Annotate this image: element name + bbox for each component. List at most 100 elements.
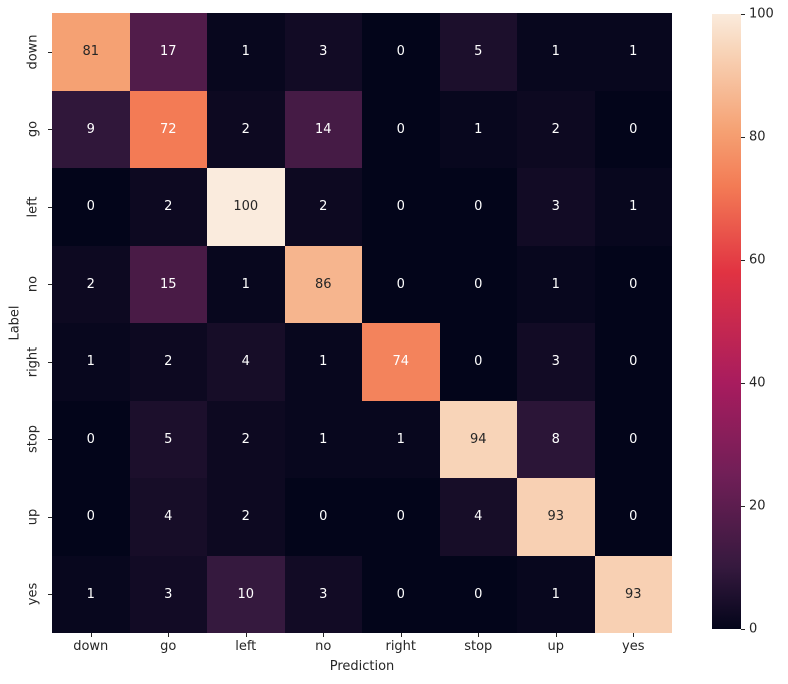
y-tick-mark: [48, 206, 52, 208]
x-tick-label: right: [385, 639, 417, 654]
cell-value: 1: [86, 354, 95, 370]
colorbar-tick-label: 20: [749, 498, 766, 514]
cell-value: 0: [86, 509, 95, 525]
cell-value: 0: [629, 354, 638, 370]
x-tick-label: yes: [622, 639, 645, 654]
heatmap-cell: 0: [594, 90, 672, 168]
colorbar-tick-label: 60: [749, 252, 766, 268]
y-tick-label: left: [25, 196, 41, 218]
cell-value: 2: [319, 199, 328, 215]
cell-value: 4: [241, 354, 250, 370]
cell-value: 0: [396, 44, 405, 60]
x-tick-mark: [555, 633, 557, 637]
cell-value: 1: [241, 276, 250, 292]
cell-value: 1: [629, 44, 638, 60]
x-tick-label: go: [160, 639, 177, 654]
cell-value: 1: [86, 586, 95, 602]
cell-value: 0: [319, 509, 328, 525]
x-tick-label: up: [547, 639, 565, 654]
heatmap-cell: 0: [594, 400, 672, 478]
y-tick-label: stop: [25, 425, 41, 454]
cell-value: 10: [237, 586, 255, 602]
cell-value: 94: [469, 431, 487, 447]
cell-value: 0: [86, 431, 95, 447]
cell-value: 0: [474, 199, 483, 215]
cell-value: 0: [474, 586, 483, 602]
heatmap-cell: 0: [439, 245, 517, 323]
y-tick-label: go: [25, 121, 41, 138]
heatmap-cell: 3: [517, 168, 595, 246]
cell-value: 0: [629, 121, 638, 137]
y-tick-mark: [48, 284, 52, 286]
y-tick-mark: [48, 361, 52, 363]
heatmap-cell: 2: [517, 90, 595, 168]
heatmap-cell: 4: [129, 478, 207, 556]
x-tick-mark: [400, 633, 402, 637]
heatmap-cell: 2: [129, 168, 207, 246]
y-tick-label: right: [25, 346, 41, 378]
heatmap-cell: 0: [439, 555, 517, 633]
cell-value: 3: [319, 586, 328, 602]
heatmap-cell: 2: [207, 90, 285, 168]
cell-value: 72: [159, 121, 177, 137]
cell-value: 0: [396, 121, 405, 137]
heatmap-cell: 3: [284, 13, 362, 91]
cell-value: 93: [547, 509, 565, 525]
heatmap-cell: 8: [517, 400, 595, 478]
heatmap-cell: 0: [52, 168, 130, 246]
cell-value: 1: [241, 44, 250, 60]
heatmap-cell: 4: [439, 478, 517, 556]
cell-value: 1: [319, 354, 328, 370]
y-tick-label: yes: [25, 583, 41, 606]
cell-value: 1: [551, 276, 560, 292]
heatmap-cell: 5: [439, 13, 517, 91]
cell-value: 0: [629, 431, 638, 447]
heatmap-cell: 2: [207, 478, 285, 556]
cell-value: 2: [164, 199, 173, 215]
cell-value: 81: [82, 44, 100, 60]
heatmap-cell: 94: [439, 400, 517, 478]
heatmap-cell: 86: [284, 245, 362, 323]
cell-value: 0: [629, 276, 638, 292]
heatmap-cell: 0: [362, 555, 440, 633]
cell-value: 4: [164, 509, 173, 525]
heatmap-cell: 81: [52, 13, 130, 91]
cell-value: 14: [314, 121, 332, 137]
cell-value: 8: [551, 431, 560, 447]
heatmap-cell: 10: [207, 555, 285, 633]
colorbar-tick-label: 0: [749, 621, 758, 637]
y-tick-label: down: [25, 34, 41, 70]
colorbar-tick-mark: [741, 629, 745, 630]
cell-value: 1: [474, 121, 483, 137]
heatmap-cell: 2: [207, 400, 285, 478]
cell-value: 1: [551, 586, 560, 602]
cell-value: 0: [474, 276, 483, 292]
heatmap-cell: 0: [594, 478, 672, 556]
heatmap-cell: 0: [439, 168, 517, 246]
cell-value: 1: [551, 44, 560, 60]
cell-value: 0: [396, 586, 405, 602]
heatmap-cell: 0: [362, 13, 440, 91]
colorbar-tick-label: 100: [749, 6, 774, 22]
heatmap-cell: 9: [52, 90, 130, 168]
cell-value: 2: [241, 509, 250, 525]
colorbar-tick-label: 80: [749, 129, 766, 145]
heatmap-cell: 1: [439, 90, 517, 168]
x-tick-mark: [90, 633, 92, 637]
heatmap-cell: 2: [284, 168, 362, 246]
cell-value: 17: [159, 44, 177, 60]
y-tick-mark: [48, 51, 52, 53]
cell-value: 3: [551, 199, 560, 215]
cell-value: 0: [629, 509, 638, 525]
heatmap-cell: 3: [517, 323, 595, 401]
heatmap-cell: 0: [284, 478, 362, 556]
x-tick-mark: [323, 633, 325, 637]
x-tick-mark: [633, 633, 635, 637]
cell-value: 100: [233, 199, 259, 215]
y-tick-label: up: [25, 508, 41, 526]
heatmap-cell: 17: [129, 13, 207, 91]
heatmap-cell: 0: [52, 478, 130, 556]
colorbar: [712, 14, 741, 629]
colorbar-tick-mark: [741, 137, 745, 138]
x-tick-label: stop: [464, 639, 493, 654]
